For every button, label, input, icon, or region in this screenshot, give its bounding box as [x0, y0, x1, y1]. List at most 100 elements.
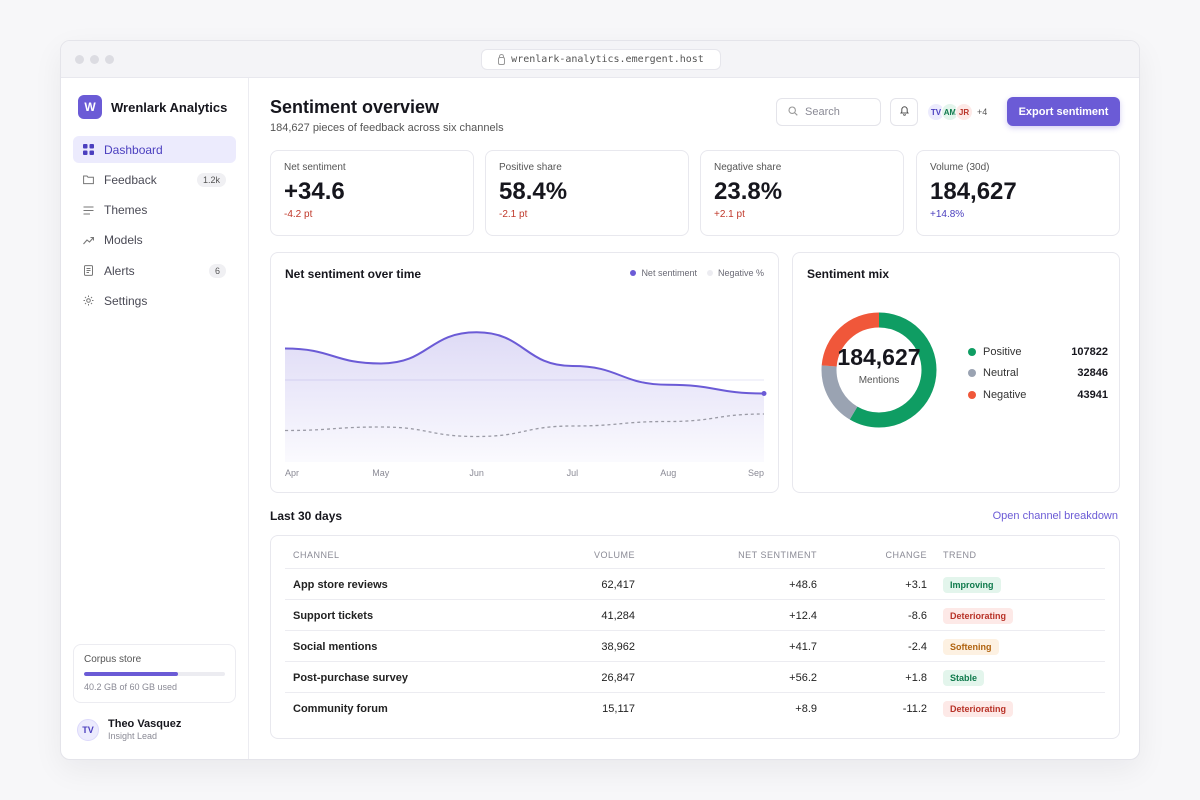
table-row[interactable]: Support tickets 41,284 +12.4 -8.6 Deteri… — [285, 599, 1105, 630]
donut-segment-negative[interactable] — [821, 312, 937, 428]
sidebar-item-themes[interactable]: Themes — [73, 197, 236, 224]
document-icon — [83, 265, 94, 277]
brand-logo: W — [78, 95, 102, 119]
legend-value: 43941 — [1077, 388, 1108, 401]
kpi-card-volume: Volume (30d) 184,627 +14.8% — [916, 150, 1120, 236]
avatar: TV — [927, 103, 945, 121]
donut-legend-neutral[interactable]: Neutral 32846 — [968, 363, 1108, 385]
storage-progress-bar — [84, 672, 225, 676]
browser-titlebar: wrenlark-analytics.emergent.host — [61, 41, 1139, 78]
url-text: wrenlark-analytics.emergent.host — [511, 54, 704, 65]
donut-legend-negative[interactable]: Negative 43941 — [968, 384, 1108, 406]
net-sentiment-value: +48.6 — [789, 579, 817, 591]
column-header-channel[interactable]: CHANNEL — [293, 550, 340, 560]
kpi-delta: +2.1 pt — [714, 209, 745, 220]
trend-badge: Stable — [943, 670, 985, 686]
table-row[interactable]: Community forum 15,117 +8.9 -11.2 Deteri… — [285, 692, 1105, 723]
kpi-card-positive-share: Positive share 58.4% -2.1 pt — [485, 150, 689, 236]
channel-table: CHANNEL VOLUME NET SENTIMENT CHANGE TREN… — [270, 535, 1120, 739]
legend-value: 107822 — [1071, 345, 1108, 358]
kpi-value: +34.6 — [284, 178, 345, 205]
legend-label: Negative — [983, 388, 1027, 401]
donut-segment-neutral[interactable] — [821, 312, 937, 428]
volume-value: 38,962 — [601, 641, 635, 653]
net-sentiment-chart: Apr May Jun Jul Aug Sep — [284, 331, 767, 478]
window-close-dot[interactable] — [75, 55, 84, 64]
legend-item-net[interactable]: Net sentiment — [630, 268, 697, 278]
alerts-count-badge: 6 — [208, 263, 226, 278]
feedback-count-badge: 1.2k — [196, 172, 226, 187]
donut-legend-positive[interactable]: Positive 107822 — [968, 341, 1108, 363]
legend-dot-icon — [968, 347, 976, 356]
net-sentiment-value: +56.2 — [789, 672, 817, 684]
channel-name: Community forum — [293, 703, 388, 715]
table-row[interactable]: Social mentions 38,962 +41.7 -2.4 Soften… — [285, 630, 1105, 661]
negative-share-line — [284, 413, 765, 438]
brand[interactable]: W Wrenlark Analytics — [78, 95, 227, 119]
legend-dot-icon — [630, 270, 637, 276]
legend-label: Net sentiment — [641, 268, 697, 278]
change-value: +3.1 — [905, 579, 927, 591]
change-value: -2.4 — [908, 641, 927, 653]
kpi-label: Net sentiment — [284, 162, 346, 173]
avatar: JR — [955, 103, 973, 121]
lock-icon — [498, 53, 506, 65]
column-header-net-sentiment[interactable]: NET SENTIMENT — [738, 550, 817, 560]
section-title: Last 30 days — [270, 509, 343, 523]
sidebar-item-label: Feedback — [104, 172, 157, 187]
channel-name: App store reviews — [293, 579, 388, 591]
x-axis-tick-label: Jun — [469, 468, 484, 478]
sidebar: W Wrenlark Analytics Dashboard Feedback … — [61, 78, 249, 759]
page-subtitle: 184,627 pieces of feedback across six ch… — [270, 122, 504, 134]
search-input[interactable]: Search — [776, 98, 881, 126]
storage-title: Corpus store — [84, 654, 142, 665]
table-row[interactable]: App store reviews 62,417 +48.6 +3.1 Impr… — [285, 568, 1105, 599]
legend-item-negative[interactable]: Negative % — [706, 268, 764, 278]
export-sentiment-button[interactable]: Export sentiment — [1007, 97, 1120, 126]
column-header-change[interactable]: CHANGE — [885, 550, 927, 560]
url-bar[interactable]: wrenlark-analytics.emergent.host — [481, 49, 721, 70]
sidebar-item-label: Themes — [104, 203, 148, 218]
window-minimize-dot[interactable] — [90, 55, 99, 64]
x-axis-tick-label: Aug — [660, 468, 676, 478]
avatars-more-count: +4 — [977, 107, 988, 117]
storage-used-text: 40.2 GB of 60 GB used — [84, 682, 178, 692]
sidebar-item-alerts[interactable]: Alerts 6 — [73, 257, 236, 284]
trend-badge: Softening — [943, 639, 999, 655]
net-sentiment-value: +8.9 — [795, 703, 817, 715]
sidebar-item-models[interactable]: Models — [73, 227, 236, 254]
window-zoom-dot[interactable] — [105, 55, 114, 64]
chart-title: Net sentiment over time — [285, 267, 422, 281]
donut-legend: Positive 107822 Neutral 32846 Negative 4… — [968, 341, 1108, 406]
net-sentiment-line — [284, 331, 765, 395]
bell-icon — [899, 103, 910, 121]
open-channel-breakdown-link[interactable]: Open channel breakdown — [992, 510, 1118, 522]
column-header-volume[interactable]: VOLUME — [593, 550, 635, 560]
column-header-trend[interactable]: TREND — [943, 550, 977, 560]
grid-icon — [83, 144, 94, 155]
table-row[interactable]: Post-purchase survey 26,847 +56.2 +1.8 S… — [285, 661, 1105, 692]
kpi-value: 58.4% — [499, 178, 568, 205]
donut-caption: Mentions — [858, 375, 900, 386]
net-sentiment-latest-point[interactable] — [761, 391, 767, 396]
storage-progress-fill — [84, 672, 179, 676]
notifications-button[interactable] — [890, 98, 918, 126]
page-title: Sentiment overview — [270, 97, 440, 117]
user-profile[interactable]: TV Theo Vasquez Insight Lead — [77, 718, 181, 741]
legend-label: Negative % — [717, 268, 764, 278]
volume-value: 15,117 — [602, 703, 635, 715]
net-sentiment-chart-card: Net sentiment over time Net sentiment Ne… — [270, 252, 779, 493]
legend-dot-icon — [968, 390, 976, 399]
legend-dot-icon — [968, 369, 976, 378]
channel-name: Support tickets — [293, 610, 374, 622]
trend-icon — [83, 235, 94, 246]
sidebar-item-settings[interactable]: Settings — [73, 287, 236, 314]
storage-card: Corpus store 40.2 GB of 60 GB used — [73, 644, 236, 703]
trend-badge: Improving — [943, 577, 1001, 593]
sidebar-item-feedback[interactable]: Feedback 1.2k — [73, 166, 236, 193]
x-axis-tick-label: May — [372, 468, 390, 478]
channel-name: Social mentions — [293, 641, 378, 653]
sidebar-item-dashboard[interactable]: Dashboard — [73, 136, 236, 163]
browser-window: wrenlark-analytics.emergent.host W Wrenl… — [60, 40, 1140, 760]
collaborator-avatars[interactable]: TV AM JR +4 — [927, 103, 987, 121]
